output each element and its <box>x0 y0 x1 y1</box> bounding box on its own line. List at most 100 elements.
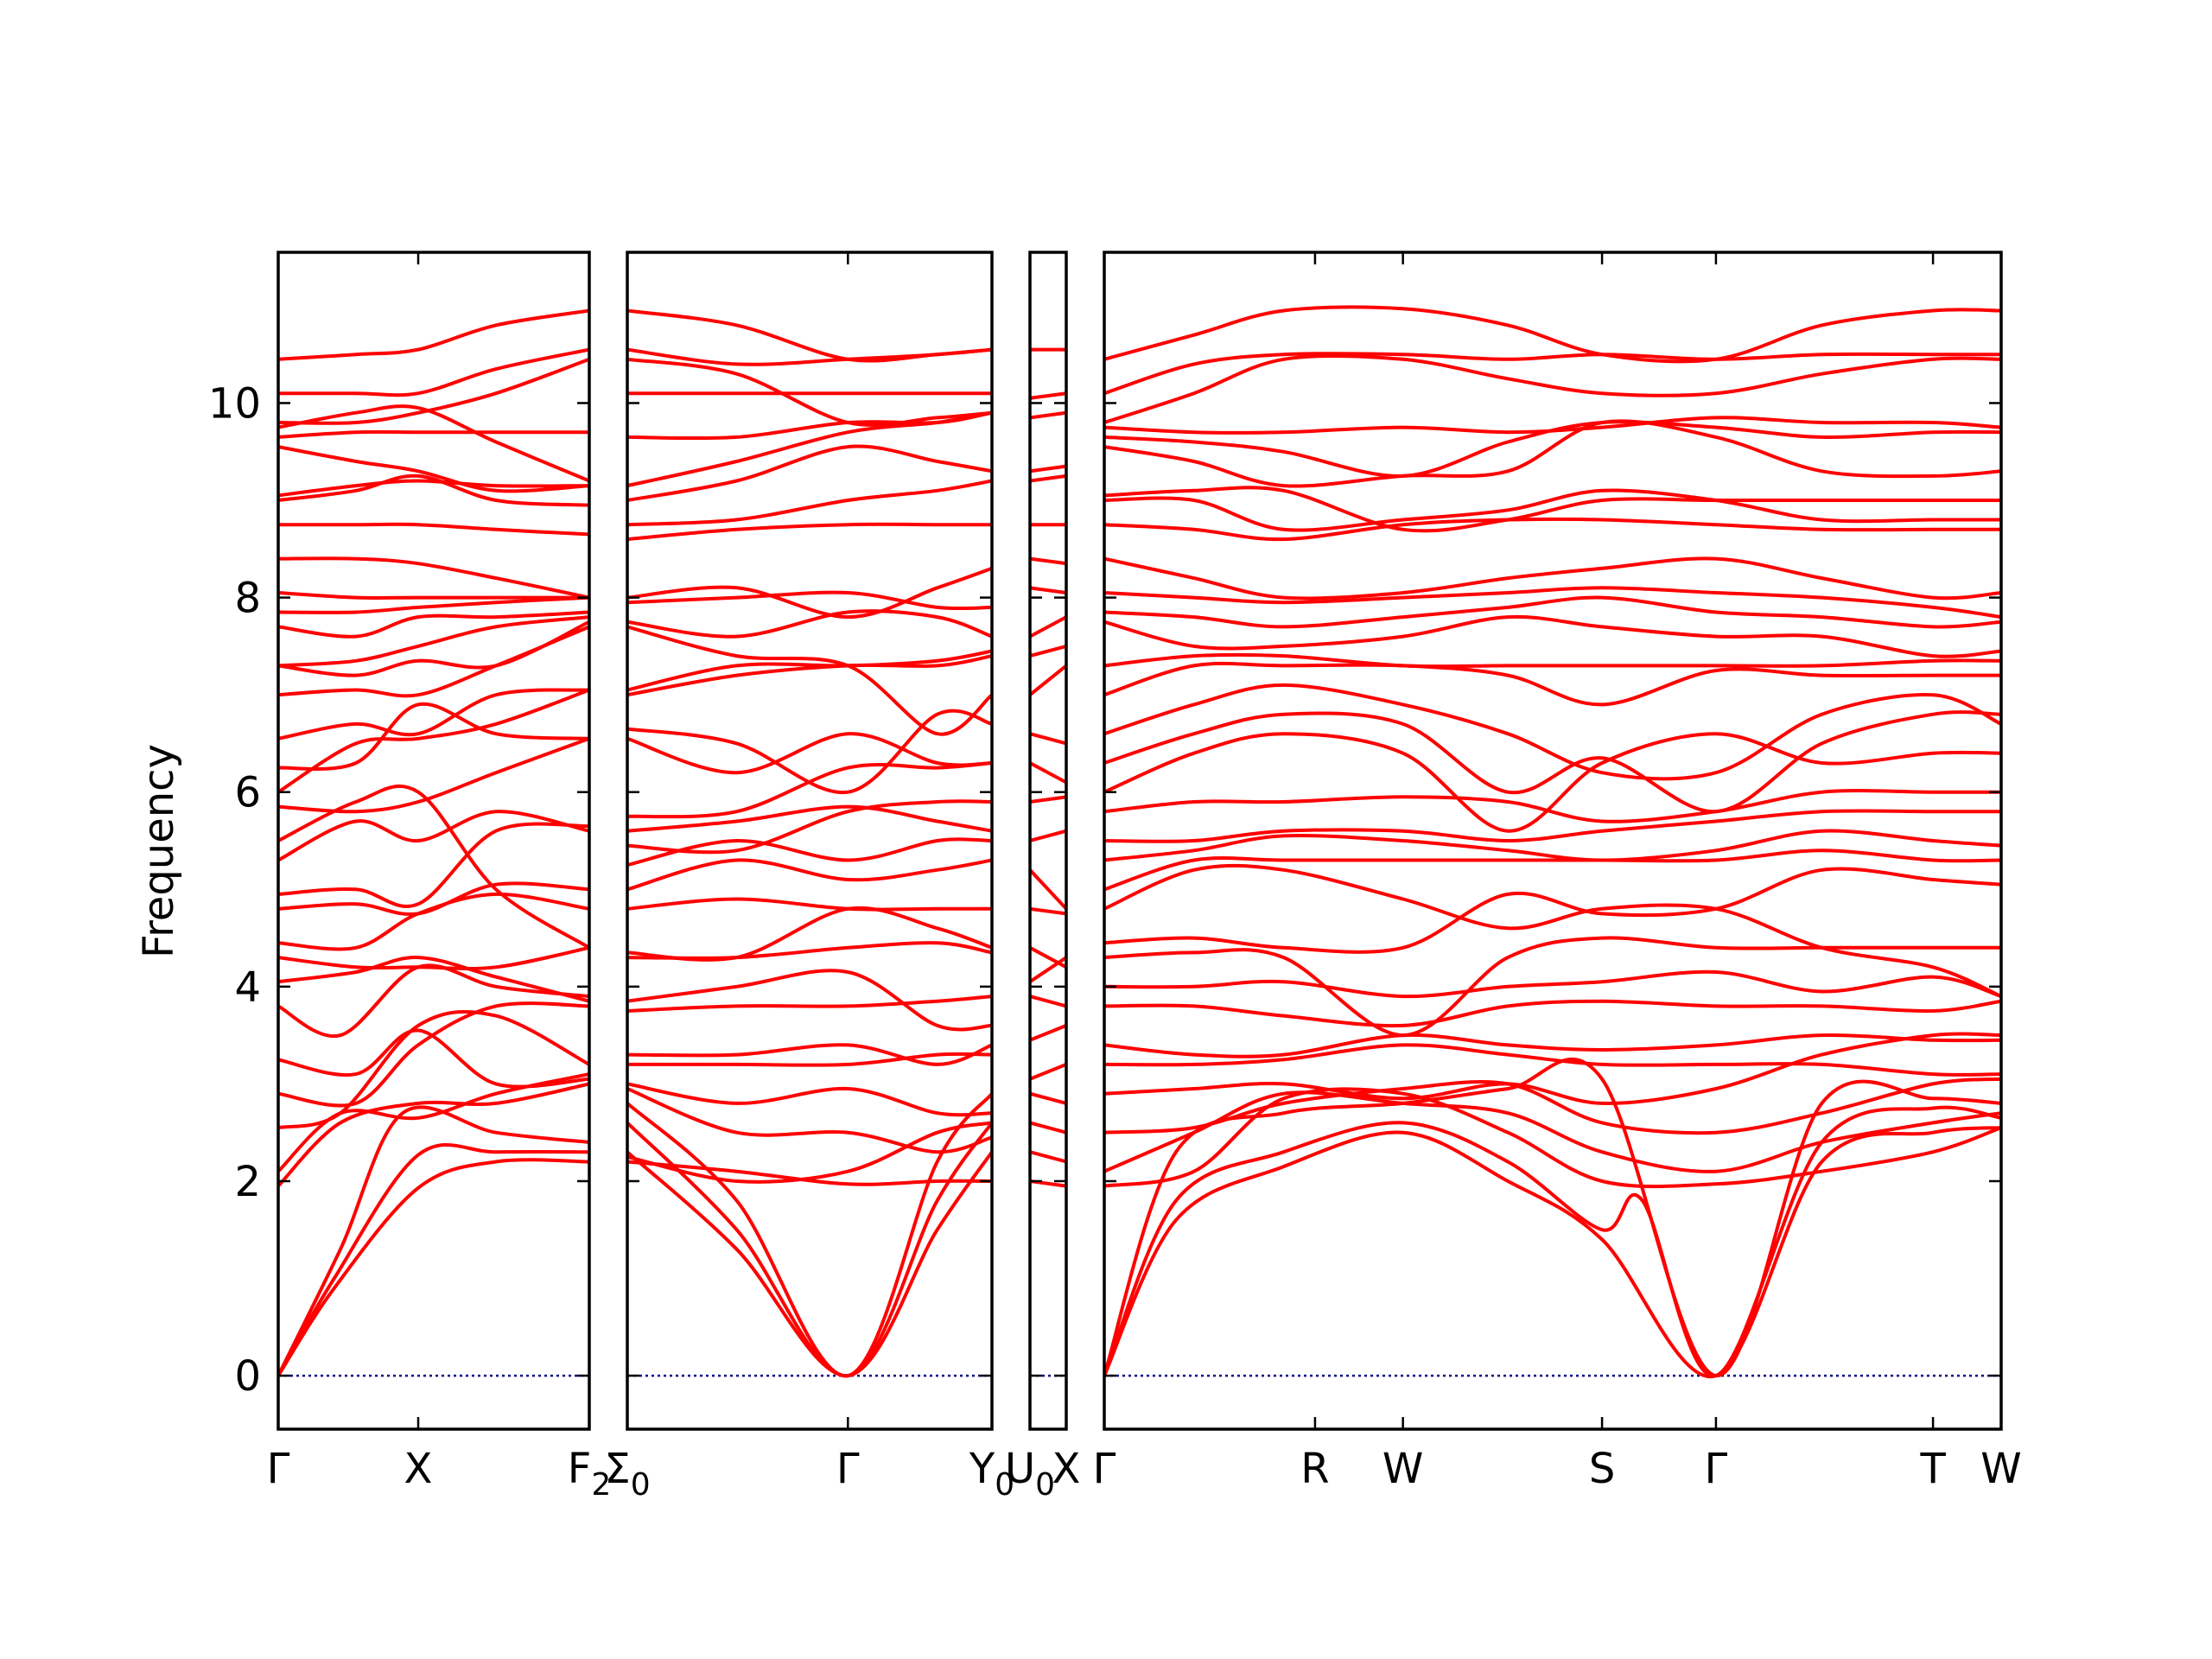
band-11 <box>1104 969 2001 999</box>
band-11 <box>627 969 992 1032</box>
y-tick-label: 10 <box>208 379 261 428</box>
band-20 <box>627 732 992 775</box>
x-tick-label: Γ <box>836 1445 860 1493</box>
band-36 <box>627 308 992 363</box>
band-19 <box>1104 732 2001 833</box>
y-tick-label: 6 <box>234 769 261 817</box>
band-28 <box>278 522 589 537</box>
band-35 <box>627 347 992 366</box>
x-tick-label: Σ0 <box>604 1445 650 1503</box>
band-24 <box>1030 410 1066 420</box>
y-tick-label: 2 <box>234 1158 261 1206</box>
band-26 <box>278 591 589 600</box>
band-4 <box>1030 1091 1066 1105</box>
x-tick-label: Γ <box>267 1445 290 1493</box>
band-13 <box>627 906 992 962</box>
band-31 <box>278 445 589 493</box>
panel-2: Σ0 Γ Y0 <box>604 251 1014 1503</box>
band-22 <box>1104 661 2001 707</box>
x-tick-label: S <box>1589 1445 1615 1493</box>
band-27 <box>627 566 992 620</box>
band-1 <box>627 1150 992 1378</box>
band-lines <box>278 308 589 1377</box>
panel-1: Γ X F2 <box>267 251 612 1503</box>
band-24 <box>1104 614 2001 658</box>
y-tick-label: 8 <box>234 575 261 623</box>
band-23 <box>1030 464 1066 474</box>
band-21 <box>1104 683 2001 781</box>
band-5 <box>627 1121 992 1184</box>
band-13 <box>1030 795 1066 804</box>
band-23 <box>627 649 992 692</box>
y-axis-label: Frequency <box>135 744 183 958</box>
band-24 <box>278 610 589 639</box>
band-6 <box>278 1009 589 1130</box>
band-20 <box>1104 710 2001 814</box>
band-6 <box>1030 1024 1066 1042</box>
band-3 <box>627 1092 992 1378</box>
band-22 <box>278 620 589 677</box>
x-tick-label: R <box>1300 1445 1329 1493</box>
panel-frame <box>1028 251 1068 1431</box>
band-17 <box>1030 644 1066 658</box>
band-15 <box>1104 849 2001 892</box>
band-12 <box>627 941 992 960</box>
band-8 <box>1030 956 1066 983</box>
band-10 <box>627 995 992 1013</box>
x-tick-label: Γ <box>1093 1445 1116 1493</box>
band-14 <box>278 822 589 908</box>
band-4 <box>627 1160 992 1186</box>
band-25 <box>627 609 992 639</box>
band-28 <box>1104 517 2001 542</box>
band-2 <box>1104 1105 2001 1378</box>
band-3 <box>1030 1121 1066 1135</box>
band-1 <box>278 1158 589 1377</box>
band-17 <box>627 799 992 855</box>
band-36 <box>278 308 589 361</box>
band-16 <box>1104 829 2001 862</box>
band-19 <box>278 702 589 771</box>
band-lines <box>627 308 992 1378</box>
band-35 <box>278 347 589 397</box>
band-8 <box>1104 1043 2001 1077</box>
band-33 <box>1104 416 2001 435</box>
band-13 <box>278 881 589 917</box>
band-26 <box>627 590 992 611</box>
x-tick-label: X <box>404 1445 433 1493</box>
band-30 <box>627 444 992 502</box>
band-18 <box>1030 615 1066 639</box>
y-tick-label: 4 <box>234 963 261 1012</box>
band-23 <box>1104 652 2001 669</box>
band-18 <box>1104 789 2001 823</box>
band-13 <box>1104 867 2001 954</box>
band-7 <box>278 1001 589 1108</box>
x-tick-label: F2 <box>568 1445 612 1503</box>
x-tick-label: T <box>1919 1445 1946 1493</box>
panel-frame <box>1103 251 2003 1431</box>
band-19 <box>1030 586 1066 594</box>
band-31 <box>1104 419 2001 488</box>
band-17 <box>278 736 589 814</box>
band-12 <box>1104 936 2001 1038</box>
band-9 <box>1030 946 1066 969</box>
band-27 <box>278 556 589 600</box>
band-34 <box>627 357 992 427</box>
band-5 <box>1030 1063 1066 1081</box>
band-22 <box>1030 474 1066 483</box>
y-tick-label: 0 <box>234 1352 261 1401</box>
band-28 <box>627 522 992 542</box>
band-7 <box>1030 995 1066 1008</box>
band-19 <box>627 761 992 819</box>
band-15 <box>1030 732 1066 746</box>
band-32 <box>278 429 589 439</box>
band-17 <box>1104 809 2001 843</box>
x-tick-label: X <box>1052 1445 1081 1493</box>
x-tick-label: W <box>1382 1445 1423 1493</box>
band-12 <box>1030 829 1066 842</box>
band-lines <box>1104 305 2001 1379</box>
band-25 <box>1104 595 2001 629</box>
band-11 <box>1030 868 1066 911</box>
band-27 <box>1104 556 2001 601</box>
band-34 <box>278 357 589 425</box>
